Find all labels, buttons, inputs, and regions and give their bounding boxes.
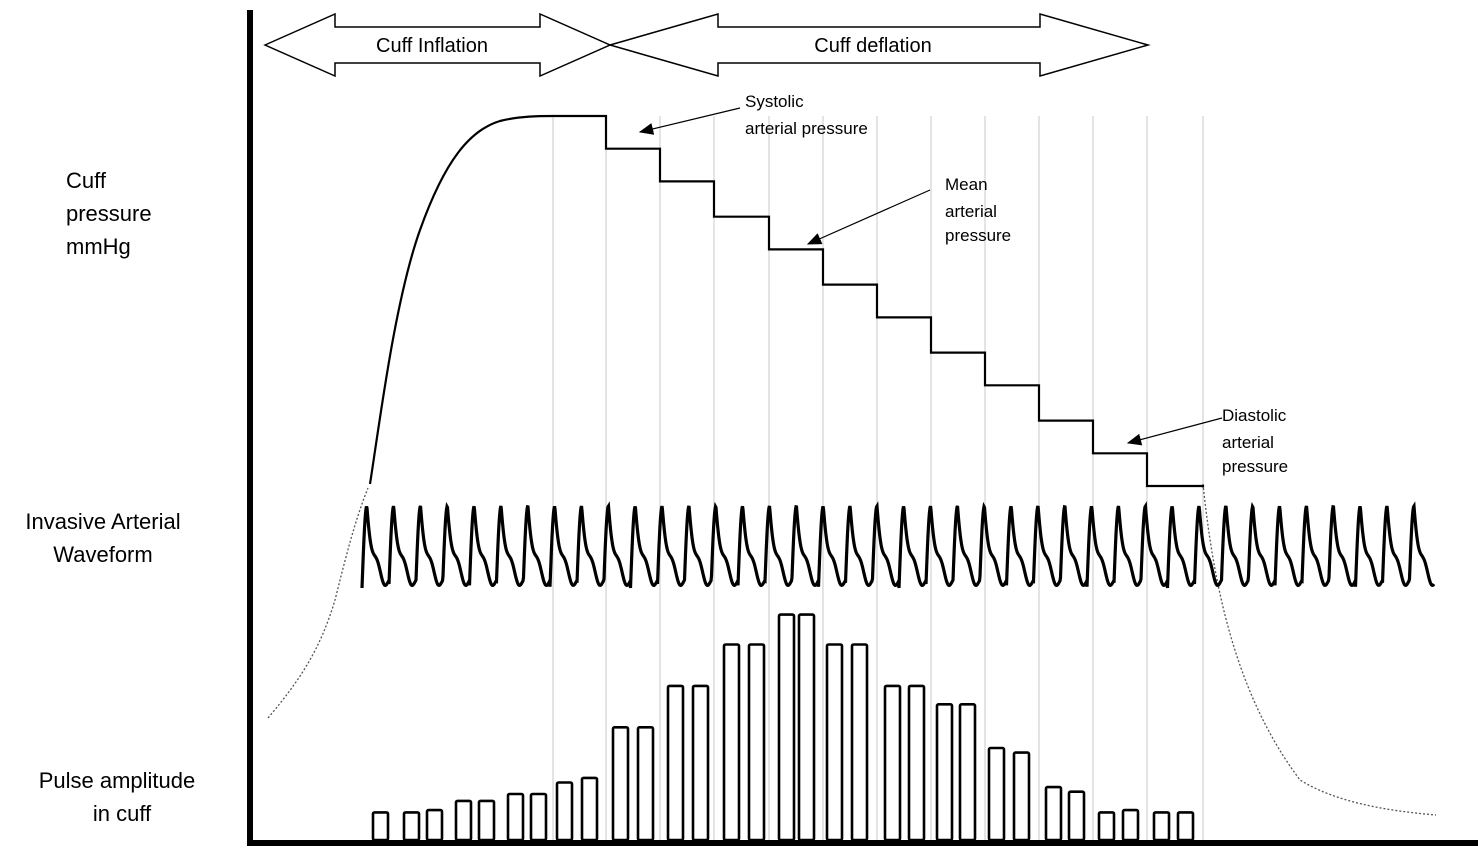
diastolic-line-3: pressure: [1222, 457, 1288, 476]
pulse-bar: [555, 781, 574, 842]
invasive-arterial-waveform: [360, 501, 1436, 589]
pulse-bar: [850, 643, 869, 842]
mean-line-3: pressure: [945, 226, 1011, 245]
pulse-bar: [477, 799, 496, 842]
pulse-bar: [797, 613, 816, 842]
pulse-bar: [1044, 785, 1063, 842]
diastolic-line-1: Diastolic: [1222, 406, 1287, 425]
invasive-waveform-label: Invasive Arterial Waveform: [25, 509, 180, 567]
pulse-bar: [883, 684, 902, 842]
pulse-amplitude-bars: [371, 613, 1195, 842]
pulse-bar: [371, 811, 390, 842]
pulse-bar: [1067, 790, 1086, 842]
pulse-bar: [1097, 811, 1116, 842]
pulse-bar: [402, 811, 421, 842]
pulse-bar: [825, 643, 844, 842]
pulse-bar: [666, 684, 685, 842]
systolic-pointer: [638, 107, 741, 135]
invasive-waveform-line-2: Waveform: [53, 542, 152, 567]
pulse-bar: [935, 702, 954, 842]
mean-line-1: Mean: [945, 175, 988, 194]
mean-line-2: arterial: [945, 202, 997, 221]
pulse-bar: [722, 643, 741, 842]
cuff-pressure-staircase: [553, 114, 1205, 488]
pulse-bar: [1121, 808, 1140, 842]
cuff-pressure-line-2: pressure: [66, 201, 152, 226]
pulse-bar: [425, 808, 444, 842]
diastolic-annotation: Diastolic arterial pressure: [1222, 406, 1288, 476]
systolic-line-2: arterial pressure: [745, 119, 868, 138]
pulse-bar: [636, 725, 655, 842]
systolic-line-1: Systolic: [745, 92, 804, 111]
pulse-bar: [529, 792, 548, 842]
systolic-annotation: Systolic arterial pressure: [745, 92, 868, 138]
cuff-pressure-label: Cuff pressure mmHg: [66, 168, 152, 259]
pulse-amplitude-label: Pulse amplitude in cuff: [39, 768, 196, 826]
mean-pointer: [806, 189, 931, 245]
pulse-bar: [1152, 811, 1171, 842]
cuff-pressure-line-3: mmHg: [66, 234, 131, 259]
cuff-pressure-dotted-rise: [267, 487, 369, 719]
invasive-waveform-line-1: Invasive Arterial: [25, 509, 180, 534]
pulse-bar: [958, 702, 977, 842]
pulse-bar: [1012, 751, 1031, 842]
pulse-amplitude-line-1: Pulse amplitude: [39, 768, 196, 793]
cuff-deflation-label: Cuff deflation: [814, 35, 932, 57]
pulse-bar: [611, 725, 630, 842]
pulse-bar: [691, 684, 710, 842]
cuff-pressure-rise: [368, 114, 554, 485]
pulse-bar: [454, 799, 473, 842]
step-gridlines: [552, 116, 1204, 840]
cuff-pressure-dotted-fall: [1202, 483, 1437, 816]
pulse-bar: [506, 792, 525, 842]
pulse-amplitude-line-2: in cuff: [93, 801, 152, 826]
pulse-bar: [907, 684, 926, 842]
pulse-bar: [747, 643, 766, 842]
mean-annotation: Mean arterial pressure: [945, 175, 1011, 245]
diastolic-pointer: [1126, 417, 1223, 446]
diastolic-line-2: arterial: [1222, 433, 1274, 452]
pulse-bar: [777, 613, 796, 842]
pulse-bar: [580, 776, 599, 842]
pulse-bar: [1176, 811, 1195, 842]
cuff-deflation-arrow: [607, 13, 1151, 77]
cuff-pressure-line-1: Cuff: [66, 168, 107, 193]
pulse-bar: [987, 746, 1006, 842]
cuff-inflation-label: Cuff Inflation: [376, 35, 488, 57]
